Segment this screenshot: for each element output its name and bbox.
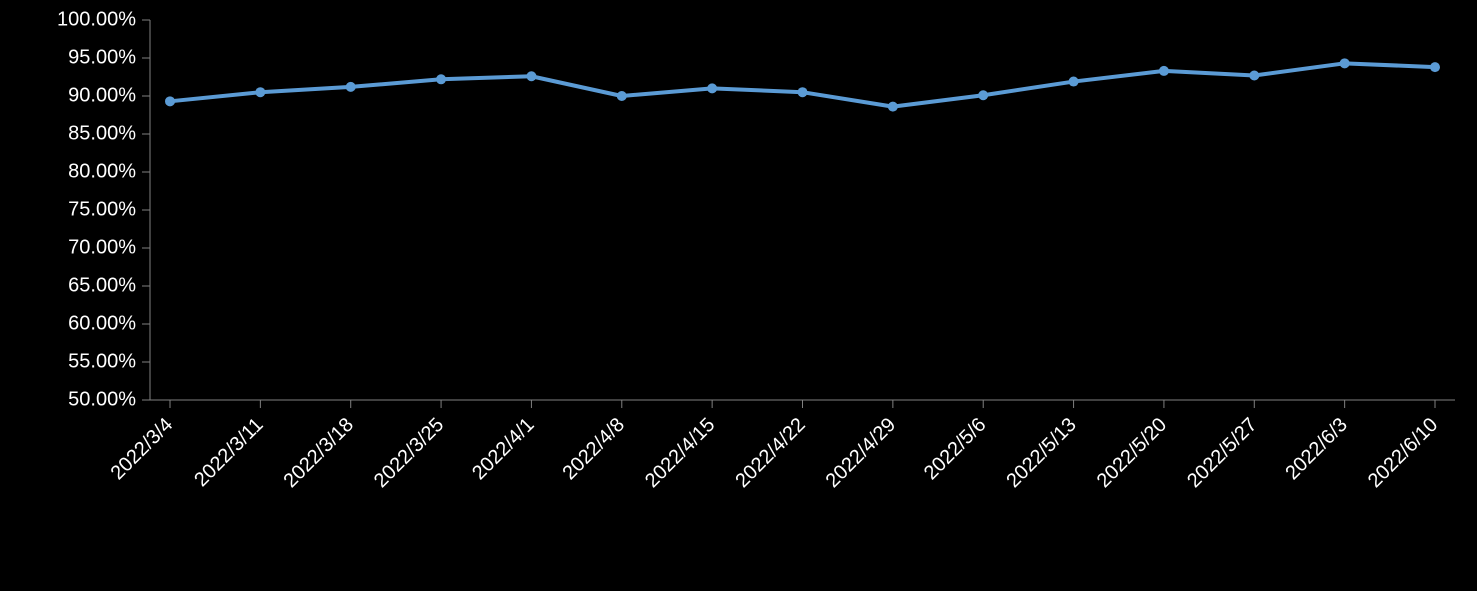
x-tick-label: 2022/3/25 <box>370 414 448 492</box>
series-marker <box>526 71 536 81</box>
x-tick-label: 2022/4/29 <box>822 414 900 492</box>
y-tick-label: 55.00% <box>68 350 136 372</box>
series-marker <box>165 96 175 106</box>
series-marker <box>1249 70 1259 80</box>
line-chart: 50.00% 55.00% 60.00% 65.00% 70.00% 75.00% 80.0… <box>0 0 1477 591</box>
y-tick-label: 60.00% <box>68 312 136 334</box>
series-marker <box>707 83 717 93</box>
y-tick-label: 95.00% <box>68 46 136 68</box>
series-line-series-1 <box>170 63 1435 106</box>
x-tick-label: 2022/4/22 <box>731 414 809 492</box>
y-tick-label: 90.00% <box>68 84 136 106</box>
series-marker <box>1069 77 1079 87</box>
y-tick-label: 100.00% <box>57 8 136 30</box>
series-marker <box>346 82 356 92</box>
y-tick-label: 65.00% <box>68 274 136 296</box>
x-tick-label: 2022/5/13 <box>1002 414 1080 492</box>
x-tick-label: 2022/3/18 <box>280 414 358 492</box>
x-tick-label: 2022/5/6 <box>920 414 991 485</box>
y-tick-label: 85.00% <box>68 122 136 144</box>
chart-svg: 50.00% 55.00% 60.00% 65.00% 70.00% 75.00% 80.0… <box>0 0 1477 591</box>
x-tick-label: 2022/5/27 <box>1183 414 1261 492</box>
x-tick-label: 2022/3/11 <box>190 414 267 491</box>
x-tick-label: 2022/4/1 <box>468 414 539 485</box>
x-tick-label: 2022/5/20 <box>1093 414 1171 492</box>
series-marker <box>888 102 898 112</box>
series-marker <box>255 87 265 97</box>
y-tick-label: 50.00% <box>68 388 136 410</box>
y-tick-label: 75.00% <box>68 198 136 220</box>
series-marker <box>436 74 446 84</box>
series-marker <box>1430 62 1440 72</box>
series-marker <box>978 90 988 100</box>
series-marker <box>617 91 627 101</box>
x-tick-label: 2022/3/4 <box>107 414 178 485</box>
x-tick-label: 2022/4/8 <box>558 414 629 485</box>
y-tick-label: 80.00% <box>68 160 136 182</box>
x-tick-label: 2022/4/15 <box>641 414 719 492</box>
series-marker <box>798 87 808 97</box>
x-tick-label: 2022/6/10 <box>1364 414 1442 492</box>
x-tick-label: 2022/6/3 <box>1281 414 1352 485</box>
y-tick-label: 70.00% <box>68 236 136 258</box>
series-marker <box>1340 58 1350 68</box>
series-marker <box>1159 66 1169 76</box>
